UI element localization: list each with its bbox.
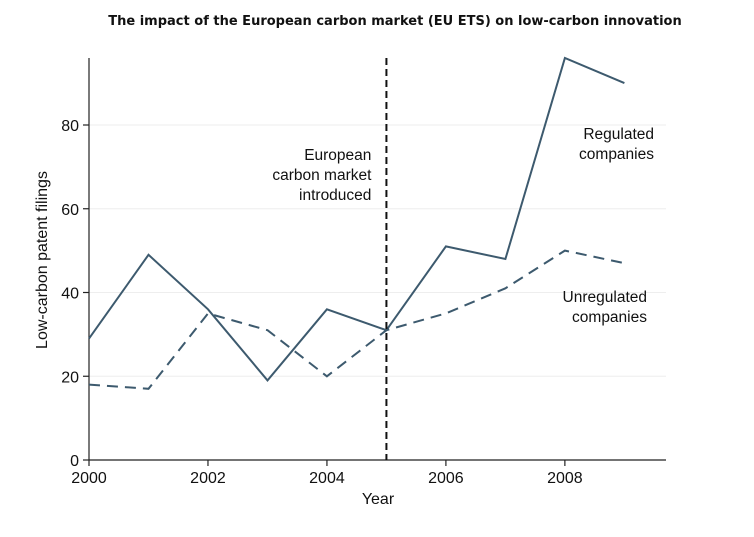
policy-annotation-line: introduced <box>299 187 371 204</box>
y-tick-label-60: 60 <box>61 202 79 219</box>
series-layer <box>88 56 625 390</box>
policy-annotation-line: carbon market <box>272 167 372 184</box>
series-label-line: companies <box>579 146 654 163</box>
y-tick-label-80: 80 <box>61 118 79 135</box>
series-line-regulated <box>88 56 625 382</box>
axes: 0 20 40 60 80 2000 2002 2004 2006 2008 <box>61 58 666 487</box>
x-tick-label-2000: 2000 <box>71 470 107 487</box>
series-label-line: Unregulated <box>563 289 647 306</box>
gridlines <box>89 124 666 377</box>
y-axis-label: Low-carbon patent filings <box>34 171 51 349</box>
annotations: European carbon market introduced Regulated… <box>272 58 654 460</box>
series-label-regulated: Regulated companies <box>579 126 654 163</box>
x-tick-label-2008: 2008 <box>547 470 583 487</box>
series-label-line: Regulated <box>583 126 654 143</box>
series-line-unregulated <box>88 249 625 390</box>
policy-annotation-line: European <box>304 147 371 164</box>
y-tick-label-0: 0 <box>70 453 79 470</box>
x-tick-label-2004: 2004 <box>309 470 345 487</box>
chart-title: The impact of the European carbon market… <box>108 14 681 29</box>
x-tick-label-2002: 2002 <box>190 470 226 487</box>
y-tick-label-20: 20 <box>61 369 79 386</box>
x-axis-label: Year <box>362 491 395 508</box>
series-label-line: companies <box>572 309 647 326</box>
series-label-unregulated: Unregulated companies <box>563 289 648 326</box>
policy-annotation: European carbon market introduced <box>272 147 372 204</box>
y-tick-label-40: 40 <box>61 286 79 303</box>
x-tick-label-2006: 2006 <box>428 470 464 487</box>
